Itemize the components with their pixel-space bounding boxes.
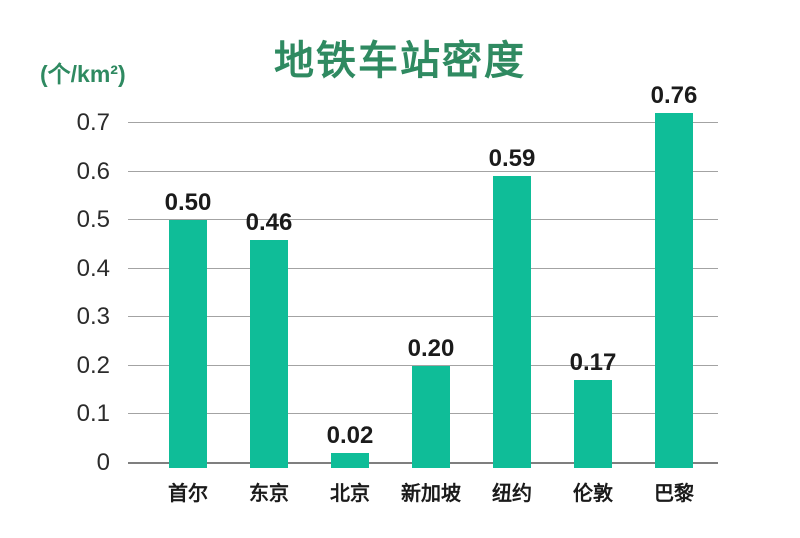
bar-value-label: 0.02 <box>326 422 374 450</box>
y-axis-unit-label: (个/km²) <box>40 61 126 87</box>
bar <box>655 113 693 468</box>
bar-value-label: 0.46 <box>245 208 293 236</box>
y-tick-label: 0 <box>96 449 110 476</box>
y-tick-label: 0.6 <box>76 157 110 185</box>
bar-value-label: 0.20 <box>407 334 455 362</box>
y-tick-label: 0.5 <box>76 206 110 234</box>
gridline <box>128 267 718 269</box>
y-tick-label: 0.2 <box>76 351 110 379</box>
y-tick-label: 0.4 <box>76 254 110 282</box>
y-tick-label: 0.7 <box>76 109 110 136</box>
x-tick-label: 东京 <box>249 483 289 505</box>
x-tick-label: 北京 <box>330 483 370 505</box>
gridline <box>128 364 718 366</box>
chart-title: 地铁车站密度 <box>274 39 526 83</box>
bar <box>574 380 612 468</box>
bar-value-label: 0.76 <box>650 82 698 110</box>
gridline <box>128 219 718 221</box>
x-tick-label: 新加坡 <box>401 483 461 505</box>
bar-value-label: 0.50 <box>164 189 212 217</box>
y-tick-label: 0.1 <box>76 400 110 428</box>
gridline <box>128 122 718 123</box>
x-tick-label: 巴黎 <box>654 483 694 505</box>
x-tick-label: 首尔 <box>168 483 208 505</box>
bar <box>250 239 288 468</box>
bar <box>331 453 369 468</box>
plot-area: 0 0.1 0.2 0.3 0.4 0.5 0.6 0.7 0.50 首尔 0.46 东京 0.02 北京… <box>77 83 718 505</box>
gridline <box>128 170 718 172</box>
x-tick-label: 纽约 <box>492 483 532 505</box>
bar-value-label: 0.59 <box>488 145 536 173</box>
bar-value-label: 0.17 <box>569 349 617 377</box>
bar <box>169 220 207 468</box>
bar <box>412 365 450 468</box>
y-tick-label: 0.3 <box>76 303 110 331</box>
bar <box>493 176 531 468</box>
gridline <box>128 316 718 318</box>
x-tick-label: 伦敦 <box>573 483 613 505</box>
